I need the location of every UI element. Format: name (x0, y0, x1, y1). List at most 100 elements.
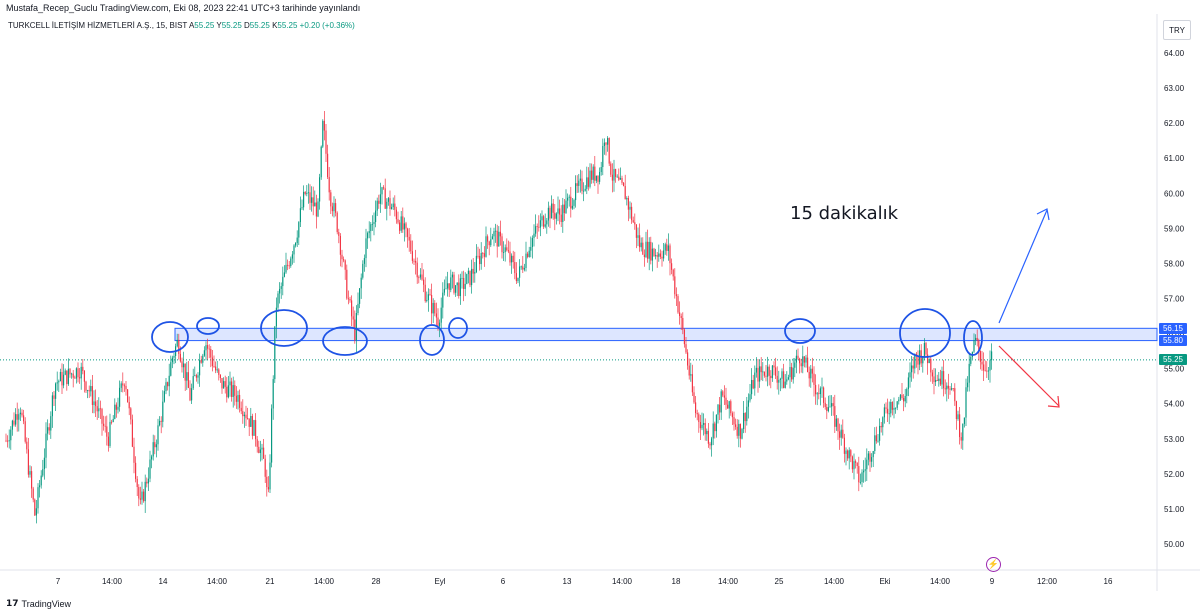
candle-body (493, 231, 495, 237)
candle-body (163, 391, 165, 402)
candle-body (935, 380, 937, 383)
candle-body (637, 235, 639, 238)
candle-body (779, 378, 781, 380)
candle-body (864, 469, 866, 471)
candle-body (490, 239, 492, 246)
candle-body (667, 245, 669, 251)
candle-body (847, 450, 849, 459)
candle-body (639, 235, 641, 248)
candle-body (976, 337, 978, 341)
candle-body (749, 394, 751, 401)
candle-body (887, 408, 889, 414)
candle-body (525, 253, 527, 269)
candle-body (683, 329, 685, 345)
candle-body (399, 222, 401, 231)
candle-body (56, 382, 58, 384)
candle-body (955, 401, 957, 419)
candle-body (800, 363, 802, 367)
candle-body (319, 177, 321, 202)
candle-body (189, 387, 191, 401)
candle-body (208, 348, 210, 350)
candle-body (704, 423, 706, 435)
candle-body (157, 425, 159, 445)
candle-body (530, 247, 532, 251)
candle-body (229, 381, 231, 386)
candle-body (74, 377, 76, 379)
candle-body (634, 222, 636, 225)
candle-body (58, 381, 60, 383)
candle-body (575, 183, 577, 201)
candle-body (877, 440, 879, 442)
lightning-icon[interactable]: ⚡ (986, 557, 1001, 572)
ohlc-close-label: K (272, 21, 278, 30)
candle-body (416, 262, 418, 278)
price-tick-label: 64.00 (1164, 49, 1185, 58)
annotation-circle (963, 320, 983, 356)
candle-body (37, 487, 39, 509)
candle-body (291, 254, 293, 259)
candle-body (95, 401, 97, 407)
time-tick-label: 7 (56, 577, 61, 586)
candle-body (767, 366, 769, 377)
candle-body (960, 437, 962, 441)
candle-body (480, 253, 482, 265)
candle-body (221, 378, 223, 389)
candle-body (357, 303, 359, 313)
candle-body (739, 423, 741, 439)
candle-body (123, 385, 125, 387)
candle-body (323, 120, 325, 131)
candle-body (871, 457, 873, 462)
candle-body (325, 130, 327, 154)
candle-body (781, 371, 783, 379)
candle-body (162, 401, 164, 422)
candle-body (587, 177, 589, 187)
candle-body (403, 223, 405, 230)
candle-body (848, 450, 850, 459)
candle-body (648, 241, 650, 259)
candle-body (791, 367, 793, 380)
candle-body (69, 368, 71, 375)
candle-body (522, 266, 524, 270)
candle-body (965, 387, 967, 418)
candle-body (288, 265, 290, 267)
candle-body (159, 420, 161, 426)
candle-body (450, 277, 452, 290)
candle-body (933, 376, 935, 383)
time-tick-label: 18 (672, 577, 681, 586)
candle-body (752, 379, 754, 389)
candle-body (315, 202, 317, 217)
candle-body (674, 276, 676, 295)
ohlc-close-value: 55.25 (277, 21, 298, 30)
candle-body (738, 423, 740, 436)
candle-body (263, 447, 265, 459)
candle-body (50, 416, 52, 431)
candle-body (754, 372, 756, 389)
candle-body (336, 212, 338, 233)
candle-body (984, 370, 986, 372)
candle-body (397, 219, 399, 223)
candle-body (775, 367, 777, 376)
candle-body (259, 449, 261, 453)
candle-body (256, 439, 258, 447)
candle-body (907, 377, 909, 390)
candle-body (98, 408, 100, 412)
candle-body (464, 283, 466, 289)
candle-body (845, 450, 847, 454)
candle-body (819, 388, 821, 395)
candle-body (181, 361, 183, 368)
ohlc-high-value: 55.25 (221, 21, 242, 30)
candle-body (511, 255, 513, 263)
tradingview-logo-icon: 17 (6, 599, 19, 609)
candle-body (448, 283, 450, 290)
candle-body (491, 236, 493, 240)
candle-body (231, 381, 233, 397)
candle-body (383, 187, 385, 189)
candle-body (370, 224, 372, 232)
candle-body (472, 268, 474, 274)
currency-button[interactable]: TRY (1163, 20, 1191, 40)
candle-body (223, 381, 225, 389)
candle-body (816, 393, 818, 395)
price-tag-last: 55.25 (1159, 354, 1187, 366)
time-tick-label: 21 (266, 577, 275, 586)
